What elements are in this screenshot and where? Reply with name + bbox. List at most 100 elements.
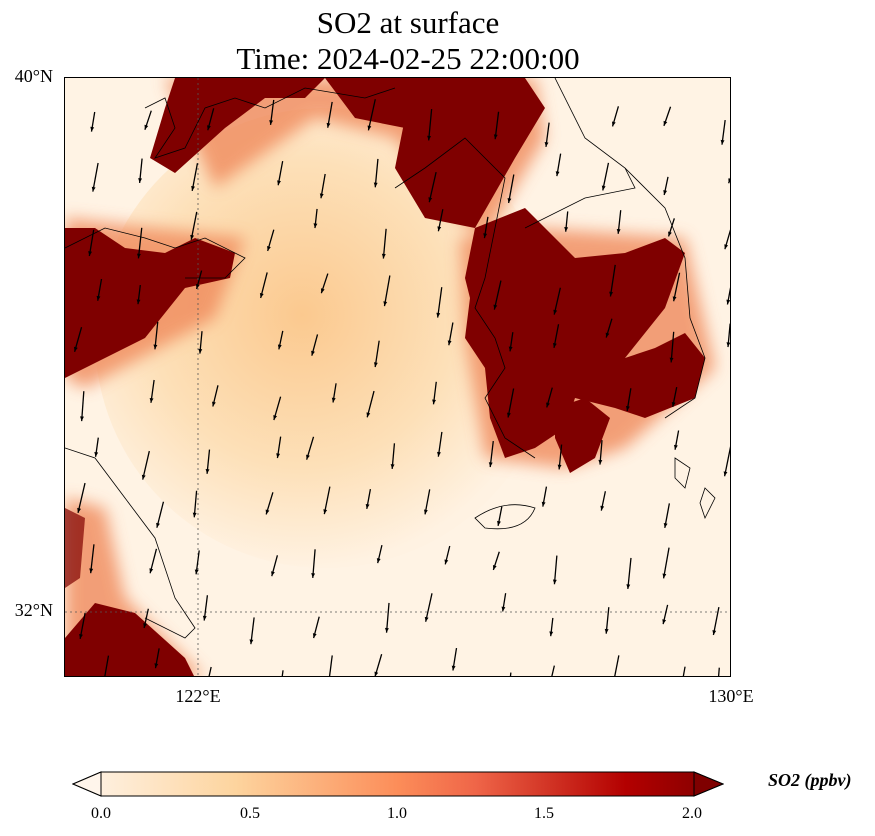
colorbar-min-extend <box>72 771 102 797</box>
wind-arrow-head <box>143 623 148 629</box>
wind-arrow <box>723 446 730 477</box>
wind-arrow-head <box>557 464 562 470</box>
wind-arrow-head <box>269 120 274 125</box>
wind-arrow <box>104 655 110 676</box>
wind-arrow-head <box>207 125 211 131</box>
wind-arrow-head <box>136 299 141 305</box>
wind-arrow <box>493 280 502 310</box>
wind-arrow <box>602 162 610 191</box>
wind-arrow <box>77 482 86 514</box>
wind-arrow-head <box>313 223 318 229</box>
wind-arrow-head <box>662 573 667 579</box>
wind-arrow-head <box>326 122 331 128</box>
wind-arrow <box>662 547 670 579</box>
wind-arrow <box>551 665 555 676</box>
colorbar-tick: 1.0 <box>387 805 407 822</box>
wind-arrow-head <box>373 362 378 368</box>
wind-arrow-head <box>712 630 717 635</box>
wind-arrow-head <box>153 344 158 350</box>
wind-arrow <box>190 211 198 240</box>
so2-high-regions <box>65 78 705 676</box>
wind-arrow-head <box>141 474 146 480</box>
wind-arrow-head <box>88 251 93 257</box>
wind-arrow <box>312 549 316 578</box>
gridlines <box>65 78 730 676</box>
wind-arrow-head <box>192 512 197 518</box>
wind-arrow <box>208 666 212 676</box>
wind-arrow-head <box>483 233 488 239</box>
wind-arrow-head <box>273 415 278 421</box>
wind-arrow <box>614 655 620 676</box>
wind-arrow-head <box>271 571 275 577</box>
wind-arrow-head <box>212 401 216 407</box>
wind-arrow-head <box>80 416 84 422</box>
wind-arrow-head <box>306 454 310 460</box>
wind-arrow-head <box>89 568 94 574</box>
wind-arrow-head <box>73 346 78 352</box>
colorbar-max-extend <box>693 771 724 797</box>
wind-arrow-head <box>323 509 328 515</box>
wind-arrow-head <box>205 468 210 474</box>
colorbar-label: SO2 (ppbv) <box>768 770 852 790</box>
wind-arrow-head <box>384 627 389 633</box>
wind-arrow-head <box>312 633 317 639</box>
wind-arrow-head <box>156 522 160 528</box>
wind-arrow-head <box>626 584 631 589</box>
wind-arrow-head <box>427 135 432 141</box>
wind-arrow-head <box>437 451 441 457</box>
wind-arrow-head <box>79 634 83 639</box>
lon-label-122e: 122°E <box>175 686 221 706</box>
wind-arrow <box>627 557 632 590</box>
wind-arrow-head <box>319 193 324 199</box>
wind-arrow-head <box>549 631 554 637</box>
colorbar-tick: 0.5 <box>240 805 260 822</box>
wind-arrow-head <box>508 346 513 352</box>
wind-arrow-head <box>365 503 370 509</box>
wind-arrow-head <box>673 444 678 450</box>
wind-arrow-head <box>190 234 195 240</box>
lat-label-40n: 40°N <box>14 66 53 86</box>
wind-arrow <box>383 275 391 307</box>
wind-arrow-head <box>726 342 730 348</box>
wind-arrow-head <box>376 558 381 564</box>
wind-arrow-head <box>149 397 154 403</box>
coastlines <box>65 78 716 639</box>
wind-arrow-head <box>373 182 378 188</box>
wind-arrow-head <box>451 665 456 671</box>
lon-label-130e: 130°E <box>708 686 754 706</box>
wind-arrow <box>428 109 433 141</box>
wind-arrow-head <box>488 462 493 468</box>
wind-arrow-head <box>625 406 630 411</box>
wind-arrow-head <box>507 412 511 418</box>
wind-arrow-head <box>544 142 549 147</box>
so2-map <box>64 77 731 677</box>
wind-arrow-head <box>311 350 315 356</box>
wind-arrow-head <box>671 402 676 407</box>
wind-arrow-head <box>428 197 433 203</box>
wind-arrow-head <box>604 628 609 634</box>
wind-arrow <box>90 544 95 574</box>
colorbar-tick: 0.0 <box>91 805 111 822</box>
wind-arrow-head <box>555 171 560 177</box>
wind-arrow <box>92 162 99 192</box>
wind-arrow-head <box>138 178 143 183</box>
wind-arrow-head <box>663 190 668 196</box>
wind-arrow <box>137 227 143 259</box>
wind-arrow <box>670 331 675 363</box>
wind-arrow-head <box>493 304 498 310</box>
wind-arrow-head <box>501 606 506 612</box>
wind-arrow <box>374 158 379 188</box>
wind-arrow <box>281 670 284 676</box>
map-time: Time: 2024-02-25 22:00:00 <box>236 41 580 76</box>
wind-arrow-head <box>276 453 281 459</box>
wind-arrow-head <box>616 229 621 234</box>
wind-arrow-head <box>437 226 442 232</box>
wind-arrow <box>328 655 333 676</box>
wind-arrow-head <box>277 344 282 350</box>
wind-arrow-head <box>720 139 725 145</box>
wind-arrow-head <box>366 412 371 418</box>
colorbar-tick: 2.0 <box>682 805 702 822</box>
wind-arrow <box>428 172 437 203</box>
wind-arrow-head <box>436 312 441 318</box>
wind-arrow-head <box>553 309 558 315</box>
